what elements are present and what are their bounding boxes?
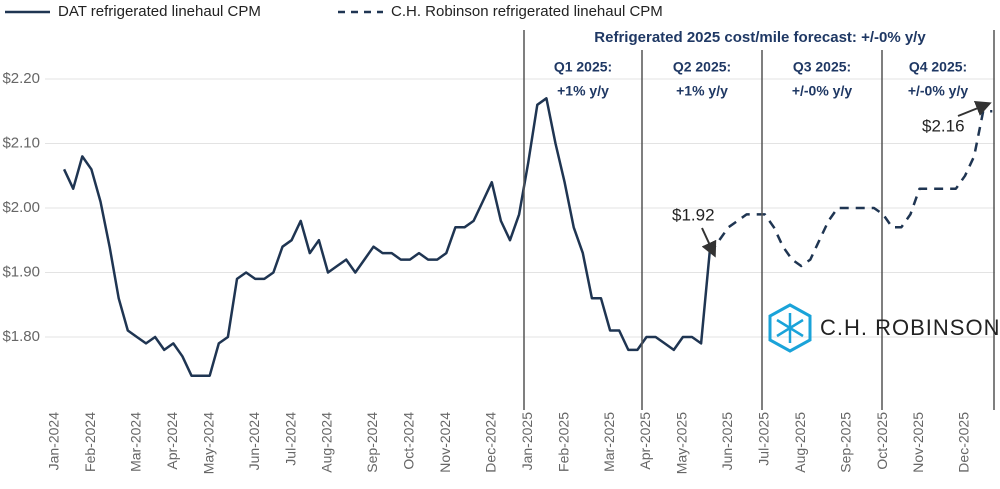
logo-icon xyxy=(768,303,812,353)
quarter-dividers xyxy=(523,30,995,410)
x-tick-label: Mar-2024 xyxy=(128,412,144,472)
x-tick-label: Apr-2024 xyxy=(164,412,180,470)
x-tick-label: Aug-2025 xyxy=(792,412,808,473)
quarter-title: Q2 2025: xyxy=(673,59,731,75)
y-tick-label: $2.00 xyxy=(2,199,40,216)
x-tick-label: Feb-2024 xyxy=(82,412,98,472)
x-tick-label: Mar-2025 xyxy=(601,412,617,472)
y-tick-label: $1.90 xyxy=(2,263,40,280)
series-line xyxy=(709,109,993,268)
quarter-title: Q1 2025: xyxy=(554,59,612,75)
x-tick-label: Oct-2025 xyxy=(874,412,890,470)
x-tick-label: Aug-2024 xyxy=(319,412,335,473)
x-tick-label: Oct-2024 xyxy=(401,412,417,470)
x-tick-label: Jan-2024 xyxy=(46,412,62,471)
header: Refrigerated 2025 cost/mile forecast: +/… xyxy=(594,29,926,46)
x-tick-label: Dec-2024 xyxy=(483,412,499,473)
x-tick-label: Jul-2025 xyxy=(756,412,772,466)
callout: $1.92 xyxy=(672,205,715,224)
x-tick-label: Nov-2025 xyxy=(910,412,926,473)
x-tick-label: Nov-2024 xyxy=(437,412,453,473)
y-tick-label: $2.20 xyxy=(2,70,40,87)
series-line xyxy=(62,97,712,377)
y-tick-label: $1.80 xyxy=(2,328,40,345)
legend-label: DAT refrigerated linehaul CPM xyxy=(58,3,261,20)
x-tick-label: Feb-2025 xyxy=(555,412,571,472)
quarter-change: +1% y/y xyxy=(676,83,728,99)
quarter-change: +1% y/y xyxy=(557,83,609,99)
x-tick-label: Apr-2025 xyxy=(637,412,653,470)
x-tick-label: Jan-2025 xyxy=(519,412,535,471)
callout: $2.16 xyxy=(922,116,965,135)
x-tick-label: Sep-2025 xyxy=(837,412,853,473)
x-tick-label: Dec-2025 xyxy=(956,412,972,473)
logo-text: C.H. ROBINSON xyxy=(820,315,1000,340)
x-tick-label: May-2025 xyxy=(674,412,690,474)
y-tick-label: $2.10 xyxy=(2,134,40,151)
legend-label: C.H. Robinson refrigerated linehaul CPM xyxy=(391,3,663,20)
logo: C.H. ROBINSON xyxy=(768,303,1000,353)
logo-icon-lines xyxy=(776,313,804,343)
x-tick-label: Jun-2025 xyxy=(719,412,735,471)
callout-arrow xyxy=(701,227,717,258)
quarter-change: +/-0% y/y xyxy=(908,83,969,99)
quarter-change: +/-0% y/y xyxy=(792,83,853,99)
callout-arrow xyxy=(957,101,992,117)
x-tick-label: Jun-2024 xyxy=(246,412,262,471)
x-tick-label: Jul-2024 xyxy=(282,412,298,466)
quarter-title: Q3 2025: xyxy=(793,59,851,75)
quarter-title: Q4 2025: xyxy=(909,59,967,75)
x-tick-label: Sep-2024 xyxy=(364,412,380,473)
x-tick-label: May-2024 xyxy=(200,412,216,474)
plot: $1.80 $1.90 $2.00 $2.10 $2.20 Jan-2024 Feb-202… xyxy=(2,70,995,474)
